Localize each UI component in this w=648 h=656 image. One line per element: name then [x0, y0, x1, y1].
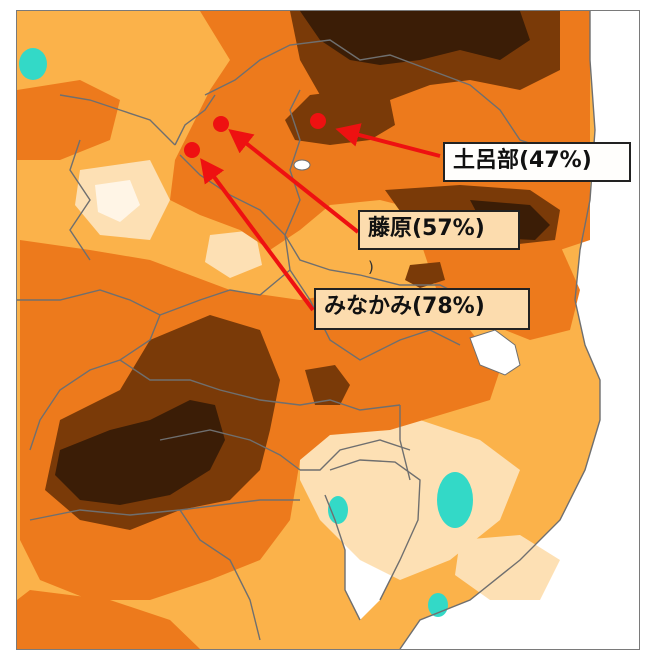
- station-label-fujiwara: 藤原(57%): [358, 210, 520, 250]
- arrow-fujiwara: [228, 129, 360, 234]
- station-markers: [184, 113, 326, 158]
- cyan-patch-chiba: [437, 472, 473, 528]
- bay-coastline: [324, 459, 421, 621]
- arrow-minakami: [200, 158, 315, 312]
- map-frame: [16, 10, 640, 650]
- callout-arrows: [200, 123, 441, 312]
- station-marker-fujiwara: [213, 116, 229, 132]
- orange-region-southwest: [17, 590, 200, 649]
- cream-region-west: [95, 180, 140, 222]
- dark-region-small: [305, 365, 350, 405]
- cyan-patch-northwest: [19, 48, 47, 80]
- pale-region-southeast: [455, 535, 560, 600]
- darkest-region-north: [300, 11, 530, 65]
- lake-chuzenji: [293, 159, 311, 171]
- station-label-torobu: 土呂部(47%): [443, 142, 631, 182]
- lake-kasumigaura: [469, 329, 521, 376]
- orange-region-northwest: [17, 80, 120, 160]
- station-marker-minakami: [184, 142, 200, 158]
- dark-region-small-east: [405, 262, 445, 288]
- pale-region-central: [205, 230, 262, 278]
- arrow-torobu: [335, 123, 441, 158]
- marker-tick: ): [368, 258, 374, 276]
- station-label-minakami: みなかみ(78%): [314, 288, 530, 330]
- orange-region-east: [420, 230, 580, 340]
- cyan-patch-bay: [328, 496, 348, 524]
- darkest-region-center: [55, 400, 225, 505]
- station-marker-torobu: [310, 113, 326, 129]
- dark-region-torobu: [285, 90, 395, 145]
- sea-area: [400, 11, 639, 649]
